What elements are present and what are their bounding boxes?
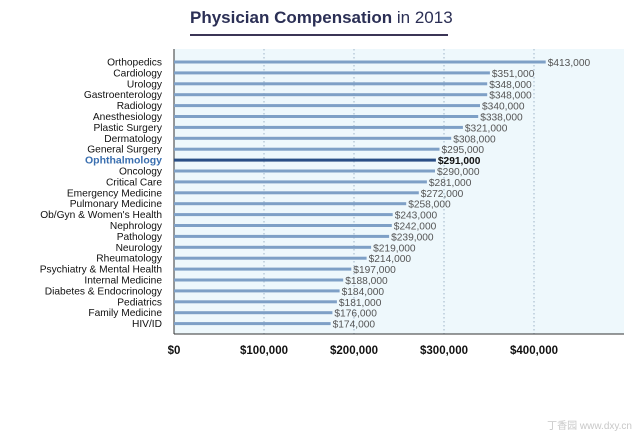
value-label: $181,000 bbox=[339, 298, 382, 309]
value-label: $176,000 bbox=[334, 309, 377, 320]
value-label: $188,000 bbox=[345, 276, 388, 287]
bar bbox=[174, 147, 440, 151]
value-label: $281,000 bbox=[429, 178, 472, 189]
value-label: $413,000 bbox=[548, 58, 591, 69]
category-label: Dermatology bbox=[104, 134, 163, 145]
category-label: Pediatrics bbox=[117, 297, 162, 308]
bar bbox=[174, 202, 407, 206]
category-label: Family Medicine bbox=[88, 308, 162, 319]
value-label: $291,000 bbox=[438, 156, 481, 167]
bar bbox=[174, 322, 331, 326]
category-label: Urology bbox=[127, 79, 163, 90]
bar bbox=[174, 115, 479, 118]
x-tick-label: $0 bbox=[168, 345, 181, 357]
bar bbox=[174, 245, 372, 249]
bar bbox=[174, 136, 452, 140]
x-tick-label: $400,000 bbox=[510, 345, 558, 357]
value-label: $174,000 bbox=[333, 320, 376, 331]
bar bbox=[174, 125, 463, 129]
category-label: Psychiatry & Mental Health bbox=[40, 265, 162, 276]
bar bbox=[174, 224, 392, 227]
bar bbox=[174, 256, 367, 260]
value-label: $272,000 bbox=[421, 189, 464, 200]
category-label: Oncology bbox=[119, 167, 163, 178]
bar bbox=[174, 169, 435, 173]
category-label: Ob/Gyn & Women's Health bbox=[40, 210, 162, 221]
bar bbox=[174, 93, 488, 97]
category-label: Critical Care bbox=[106, 177, 162, 188]
value-label: $197,000 bbox=[353, 265, 396, 276]
value-label: $351,000 bbox=[492, 69, 535, 80]
x-tick-label: $300,000 bbox=[420, 345, 468, 357]
value-label: $258,000 bbox=[408, 200, 451, 211]
bar bbox=[174, 104, 480, 108]
value-label: $308,000 bbox=[453, 134, 496, 145]
bar bbox=[174, 300, 337, 304]
value-label: $340,000 bbox=[482, 102, 525, 113]
category-label: Ophthalmology bbox=[85, 155, 162, 167]
value-label: $321,000 bbox=[465, 123, 508, 134]
category-label: General Surgery bbox=[87, 145, 163, 156]
watermark: 丁香园 www.dxy.cn bbox=[547, 421, 632, 432]
bar bbox=[174, 234, 390, 238]
value-label: $184,000 bbox=[342, 287, 385, 298]
category-label: Pathology bbox=[117, 232, 163, 243]
category-label: Radiology bbox=[117, 101, 163, 112]
chart-title: Physician Compensation in 2013 bbox=[190, 6, 453, 36]
bar bbox=[174, 82, 488, 86]
value-label: $214,000 bbox=[369, 254, 412, 265]
value-label: $242,000 bbox=[394, 222, 437, 233]
category-label: Internal Medicine bbox=[84, 276, 162, 287]
value-label: $348,000 bbox=[489, 91, 532, 102]
value-label: $243,000 bbox=[395, 211, 438, 222]
bar bbox=[174, 278, 344, 282]
x-tick-label: $200,000 bbox=[330, 345, 378, 357]
category-label: Cardiology bbox=[113, 68, 163, 79]
chart-title-year: in 2013 bbox=[392, 8, 453, 27]
title-underline bbox=[190, 34, 448, 36]
bar bbox=[174, 180, 427, 184]
x-tick-label: $100,000 bbox=[240, 345, 288, 357]
category-label: Neurology bbox=[116, 243, 163, 254]
value-label: $295,000 bbox=[442, 145, 485, 156]
bar bbox=[174, 71, 490, 75]
category-label: Anesthesiology bbox=[93, 112, 163, 123]
category-label: Diabetes & Endocrinology bbox=[45, 286, 163, 297]
category-label: Orthopedics bbox=[107, 58, 162, 69]
bar bbox=[174, 289, 340, 293]
value-label: $338,000 bbox=[480, 113, 523, 124]
category-label: HIV/ID bbox=[132, 319, 162, 330]
value-label: $348,000 bbox=[489, 80, 532, 91]
category-label: Pulmonary Medicine bbox=[70, 199, 163, 210]
category-label: Nephrology bbox=[110, 221, 163, 232]
category-label: Rheumatology bbox=[96, 254, 163, 265]
bar bbox=[174, 191, 419, 195]
bar bbox=[174, 158, 436, 162]
bar bbox=[174, 267, 352, 271]
value-label: $239,000 bbox=[391, 232, 434, 243]
bar bbox=[174, 213, 393, 217]
chart-title-main: Physician Compensation bbox=[190, 8, 393, 27]
category-label: Emergency Medicine bbox=[67, 188, 162, 199]
category-label: Plastic Surgery bbox=[93, 123, 162, 134]
value-label: $219,000 bbox=[373, 243, 416, 254]
bar bbox=[174, 60, 546, 64]
category-label: Gastroenterology bbox=[84, 90, 163, 101]
bar bbox=[174, 311, 333, 315]
value-label: $290,000 bbox=[437, 167, 480, 178]
